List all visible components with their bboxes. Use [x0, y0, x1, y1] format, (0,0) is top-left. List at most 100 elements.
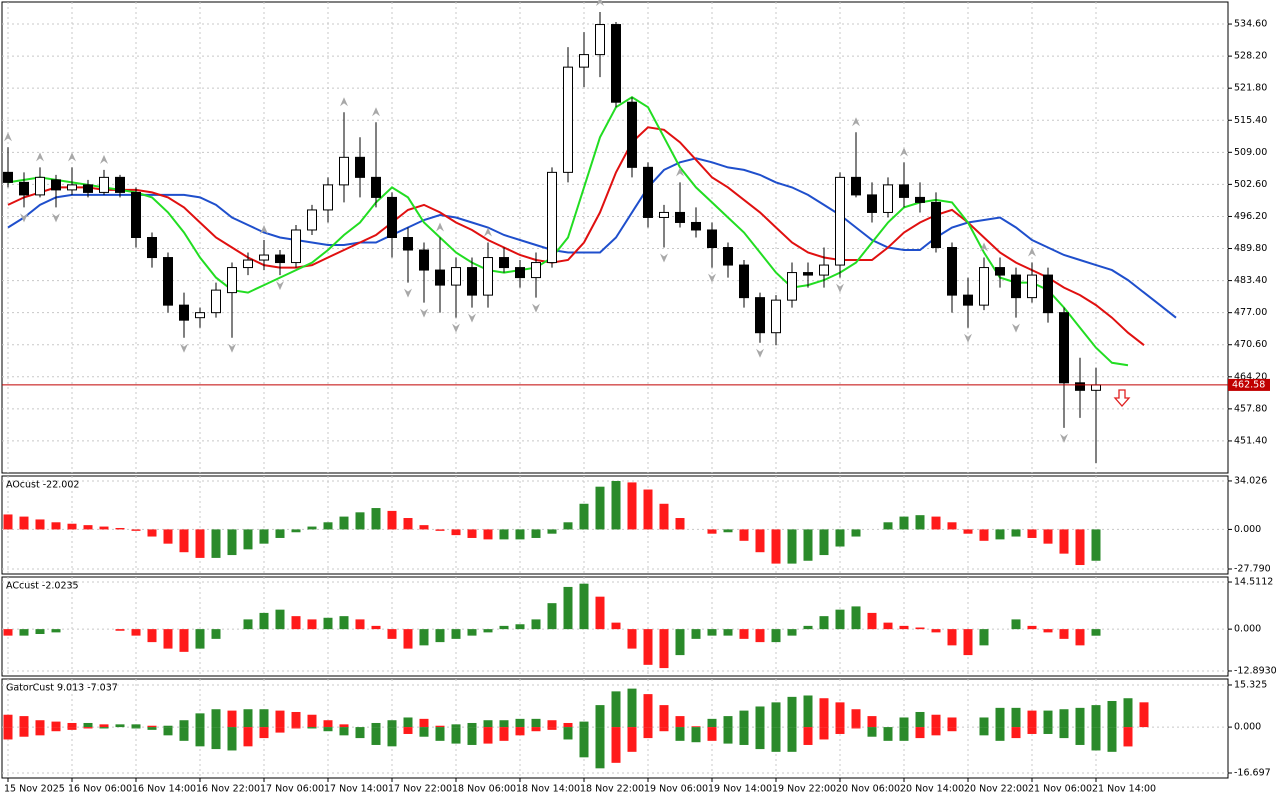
histogram-bar: [707, 529, 717, 534]
gator-bar: [1075, 707, 1085, 728]
gator-bar: [275, 710, 285, 728]
gator-bar: [67, 727, 77, 730]
gator-bar: [3, 714, 13, 728]
gator-bar: [387, 720, 397, 728]
pane-frame: [1, 576, 1229, 677]
candle-body: [51, 179, 61, 191]
histogram-bar: [51, 522, 61, 530]
gator-bar: [691, 726, 701, 728]
histogram-bar: [979, 529, 989, 541]
x-tick-label: 19 Nov 14:00: [708, 784, 772, 795]
histogram-bar: [691, 629, 701, 639]
histogram-bar: [563, 522, 573, 530]
histogram-bar: [579, 503, 589, 530]
gator-bar: [403, 727, 413, 734]
gator-bar: [515, 718, 525, 728]
histogram-bar: [883, 522, 893, 530]
candle-body: [115, 176, 125, 193]
candle-body: [595, 24, 605, 56]
candle-body: [371, 176, 381, 198]
histogram-bar: [19, 629, 29, 636]
fractal-down: [404, 288, 412, 298]
fractal-up: [68, 152, 76, 162]
histogram-bar: [435, 629, 445, 643]
candle-body: [19, 181, 29, 196]
gator-bar: [547, 720, 557, 728]
fractal-up: [596, 0, 604, 7]
candle-body: [83, 184, 93, 193]
x-tick-label: 21 Nov 06:00: [1028, 784, 1092, 795]
gator-bar: [19, 716, 29, 728]
histogram-bar: [819, 529, 829, 556]
gator-bar: [99, 727, 109, 729]
x-tick-label: 16 Nov 06:00: [68, 784, 132, 795]
gator-bar: [211, 709, 221, 728]
gator-bar: [899, 727, 909, 741]
histogram-bar: [243, 619, 253, 630]
histogram-bar: [467, 529, 477, 538]
y-tick-label: -12.8930: [1234, 665, 1277, 676]
x-tick-label: 17 Nov 06:00: [260, 784, 324, 795]
gator-bar: [1059, 709, 1069, 728]
histogram-bar: [307, 619, 317, 630]
histogram-bar: [403, 518, 413, 530]
fractal-down: [836, 283, 844, 293]
gator-bar: [979, 727, 989, 736]
fractal-up: [900, 147, 908, 157]
moving-average-line: [7, 157, 1177, 319]
gator-bar: [339, 727, 349, 736]
histogram-bar: [291, 616, 301, 630]
y-tick-label: 15.325: [1234, 679, 1267, 690]
candle-body: [579, 54, 589, 68]
histogram-bar: [755, 529, 765, 553]
y-tick-label: 483.40: [1234, 275, 1267, 286]
histogram-bar: [195, 629, 205, 649]
gator-bar: [851, 709, 861, 728]
candle-body: [867, 194, 877, 213]
gator-bar: [291, 711, 301, 728]
y-tick-label: 0.000: [1234, 624, 1261, 635]
candle-body: [851, 176, 861, 196]
histogram-bar: [403, 629, 413, 649]
candle-body: [195, 312, 205, 319]
gator-bar: [1011, 707, 1021, 728]
gator-bar: [227, 710, 237, 728]
histogram-bar: [131, 529, 141, 531]
gator-bar: [947, 717, 957, 728]
candle-body: [963, 294, 973, 306]
candle-body: [899, 184, 909, 198]
gator-bar: [483, 727, 493, 744]
candle-body: [995, 267, 1005, 276]
histogram-bar: [547, 529, 557, 534]
histogram-bar: [659, 503, 669, 530]
gator-bar: [451, 724, 461, 728]
fractal-down: [420, 308, 428, 318]
histogram-bar: [275, 529, 285, 538]
histogram-bar: [915, 515, 925, 530]
histogram-bar: [3, 629, 13, 636]
gator-bar: [755, 727, 765, 750]
gator-bar: [643, 694, 653, 728]
histogram-bar: [291, 529, 301, 533]
histogram-bar: [387, 510, 397, 530]
gator-bar: [723, 727, 733, 744]
gator-bar: [387, 727, 397, 747]
histogram-bar: [739, 629, 749, 639]
histogram-bar: [803, 529, 813, 561]
candle-body: [691, 221, 701, 231]
fractal-up: [340, 97, 348, 107]
candle-body: [131, 191, 141, 238]
candle-body: [819, 264, 829, 276]
x-tick-label: 17 Nov 22:00: [388, 784, 452, 795]
gator-bar: [803, 695, 813, 728]
candle-body: [499, 257, 509, 269]
gator-bar: [835, 727, 845, 734]
gator-bar: [547, 727, 557, 730]
histogram-bar: [755, 629, 765, 643]
candle-body: [67, 184, 77, 191]
gator-bar: [675, 727, 685, 741]
candle-body: [675, 211, 685, 223]
gator-bar: [1123, 698, 1133, 728]
fractal-up: [4, 132, 12, 142]
candle-body: [1043, 274, 1053, 314]
